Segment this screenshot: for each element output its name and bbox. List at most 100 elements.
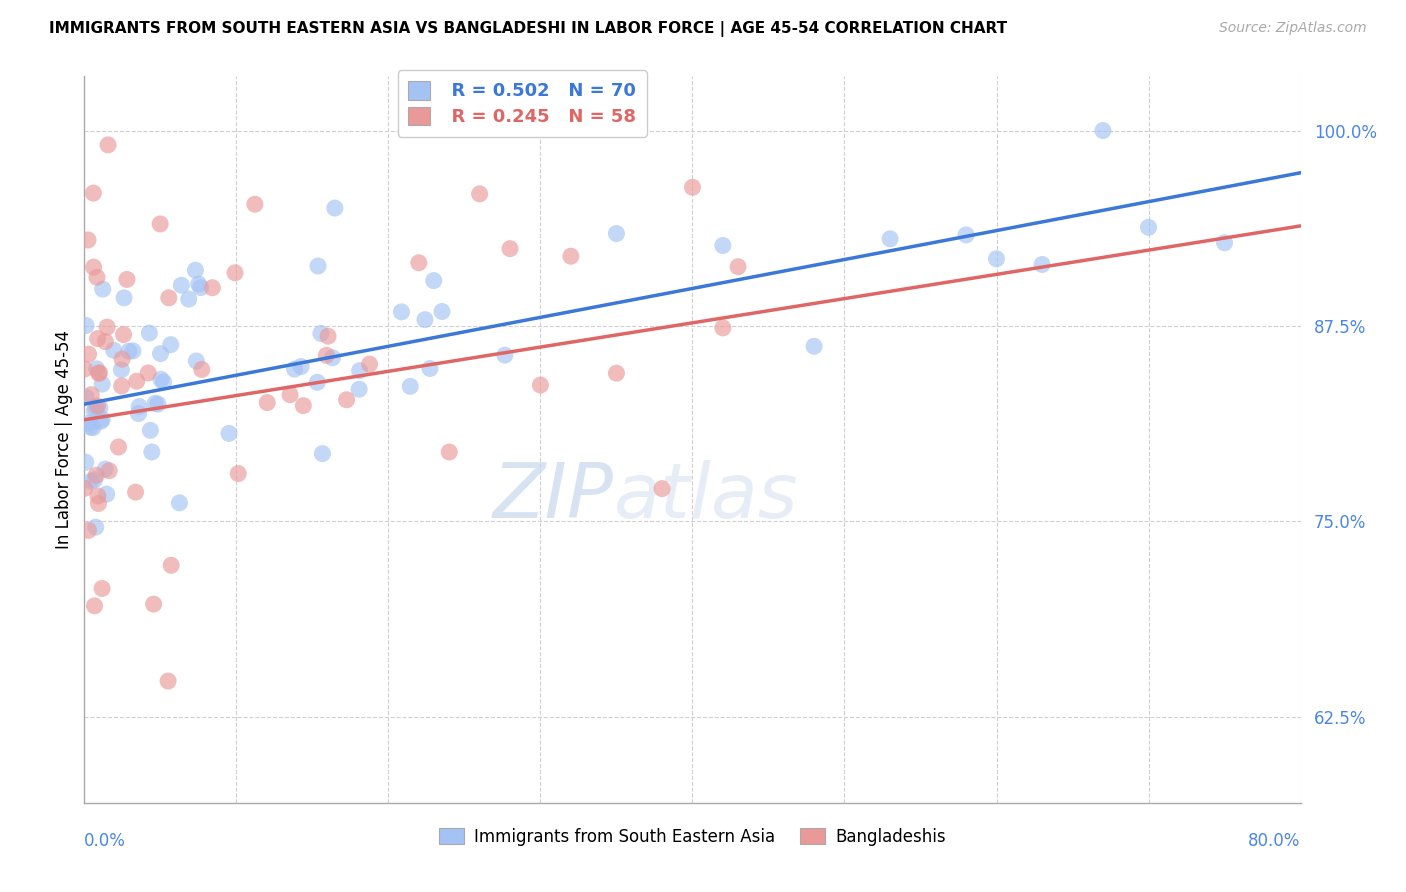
Point xyxy=(83,473,105,487)
Point xyxy=(727,260,749,274)
Point xyxy=(91,582,114,596)
Point xyxy=(190,280,212,294)
Legend: Immigrants from South Eastern Asia, Bangladeshis: Immigrants from South Eastern Asia, Bang… xyxy=(433,822,952,853)
Point xyxy=(75,455,97,469)
Point xyxy=(96,487,118,501)
Point xyxy=(149,346,172,360)
Point xyxy=(77,416,100,430)
Point xyxy=(399,379,422,393)
Point xyxy=(1213,235,1236,250)
Point xyxy=(311,447,333,461)
Point xyxy=(290,359,312,374)
Point xyxy=(125,374,148,388)
Point xyxy=(73,362,96,376)
Point xyxy=(157,291,180,305)
Point xyxy=(77,233,100,247)
Point xyxy=(124,485,146,500)
Point xyxy=(149,372,172,386)
Point xyxy=(803,339,825,353)
Point xyxy=(115,272,138,286)
Point xyxy=(879,232,901,246)
Point xyxy=(111,352,134,367)
Point xyxy=(169,496,191,510)
Point xyxy=(499,242,522,256)
Point xyxy=(82,420,104,434)
Point xyxy=(128,400,150,414)
Point xyxy=(118,344,141,359)
Point xyxy=(187,277,209,291)
Point xyxy=(146,397,169,411)
Point xyxy=(91,412,114,426)
Point xyxy=(413,312,436,326)
Point xyxy=(96,320,118,334)
Point xyxy=(89,401,111,415)
Point xyxy=(141,445,163,459)
Point xyxy=(84,401,107,416)
Point xyxy=(136,366,159,380)
Point xyxy=(494,348,516,362)
Point xyxy=(336,392,359,407)
Point xyxy=(439,445,461,459)
Point xyxy=(307,259,329,273)
Point xyxy=(75,318,97,333)
Point xyxy=(711,321,734,335)
Point xyxy=(315,348,337,362)
Point xyxy=(430,304,453,318)
Point xyxy=(75,390,97,404)
Point xyxy=(605,366,627,380)
Point xyxy=(138,326,160,340)
Point xyxy=(529,378,551,392)
Point xyxy=(103,343,125,358)
Point xyxy=(80,387,103,401)
Point xyxy=(191,362,214,376)
Point xyxy=(186,354,208,368)
Point xyxy=(1137,220,1160,235)
Point xyxy=(89,366,111,380)
Point xyxy=(292,399,315,413)
Point xyxy=(468,186,491,201)
Point xyxy=(122,343,145,358)
Point xyxy=(307,376,329,390)
Point xyxy=(256,395,278,409)
Point xyxy=(110,379,132,393)
Point xyxy=(201,281,224,295)
Point xyxy=(86,362,108,376)
Point xyxy=(79,420,101,434)
Point xyxy=(83,404,105,418)
Point xyxy=(94,334,117,349)
Point xyxy=(73,481,96,495)
Text: 80.0%: 80.0% xyxy=(1249,832,1301,850)
Point xyxy=(84,468,107,483)
Point xyxy=(309,326,332,341)
Point xyxy=(91,377,114,392)
Point xyxy=(177,292,200,306)
Point xyxy=(651,482,673,496)
Point xyxy=(986,252,1008,266)
Point xyxy=(128,407,150,421)
Point xyxy=(91,282,114,296)
Text: atlas: atlas xyxy=(613,460,797,534)
Text: 0.0%: 0.0% xyxy=(84,832,127,850)
Point xyxy=(226,467,249,481)
Point xyxy=(86,270,108,285)
Point xyxy=(77,524,100,538)
Point xyxy=(160,558,183,573)
Point xyxy=(321,351,343,365)
Point xyxy=(1091,123,1114,137)
Point xyxy=(218,426,240,441)
Point xyxy=(711,238,734,252)
Point xyxy=(139,423,162,437)
Point xyxy=(605,227,627,241)
Point xyxy=(682,180,704,194)
Text: Source: ZipAtlas.com: Source: ZipAtlas.com xyxy=(1219,21,1367,35)
Point xyxy=(184,263,207,277)
Point xyxy=(77,347,100,361)
Point xyxy=(87,366,110,380)
Text: ZIP: ZIP xyxy=(492,460,613,534)
Point xyxy=(278,387,301,401)
Point xyxy=(83,260,105,274)
Point xyxy=(316,329,339,343)
Point xyxy=(112,327,135,342)
Point xyxy=(142,597,165,611)
Y-axis label: In Labor Force | Age 45-54: In Labor Force | Age 45-54 xyxy=(55,330,73,549)
